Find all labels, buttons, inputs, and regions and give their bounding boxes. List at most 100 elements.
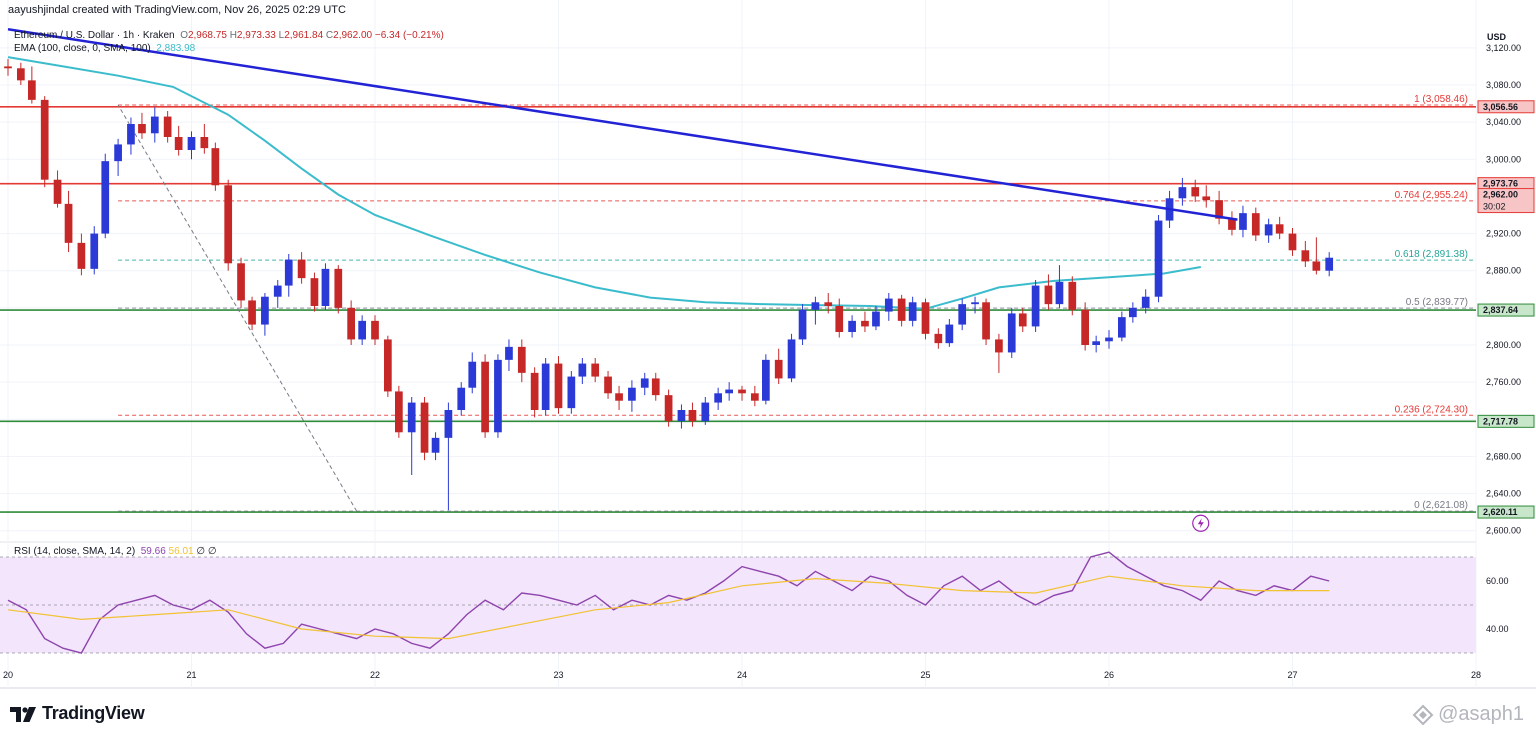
candle xyxy=(1018,307,1027,332)
candle xyxy=(762,354,770,405)
candle xyxy=(40,96,49,188)
day-tick-label: 24 xyxy=(737,670,747,680)
price-axis[interactable]: USD2,600.002,640.002,680.002,720.002,760… xyxy=(1477,32,1535,536)
candle xyxy=(284,254,293,297)
candle-body xyxy=(4,66,12,69)
candle-body xyxy=(701,402,710,422)
candle-body xyxy=(628,387,636,401)
candle xyxy=(1117,311,1126,342)
candle xyxy=(1288,228,1297,256)
price-badge xyxy=(1477,303,1535,317)
candle-body xyxy=(1141,296,1150,308)
grid-lines xyxy=(0,0,1536,689)
rsi-tick-label: 40.00 xyxy=(1486,624,1509,634)
candle-body xyxy=(1275,224,1284,234)
candle xyxy=(688,402,697,427)
ema-series-line xyxy=(7,56,1201,310)
candle-body xyxy=(1251,213,1260,236)
candle-body xyxy=(16,68,25,81)
symbol-name[interactable]: Ethereum / U.S. Dollar · 1h · Kraken xyxy=(14,30,175,41)
candle-body xyxy=(664,395,673,422)
candle-body xyxy=(1239,213,1247,230)
candle-body xyxy=(1301,250,1310,262)
candle xyxy=(297,252,306,284)
candle-body xyxy=(848,320,856,332)
symbol-legend[interactable]: Ethereum / U.S. Dollar · 1h · Kraken O2,… xyxy=(14,30,444,41)
candle-body xyxy=(468,361,477,388)
candle-body xyxy=(1215,200,1223,219)
candle xyxy=(334,265,343,314)
candle xyxy=(945,319,954,347)
candle xyxy=(591,358,600,383)
alert-bolt-ring xyxy=(1192,514,1210,532)
price-tick-label: 3,120.00 xyxy=(1486,43,1521,53)
rsi-line xyxy=(7,551,1330,654)
candle xyxy=(1251,207,1260,241)
candle-body xyxy=(945,324,954,344)
candle-body xyxy=(738,389,746,394)
candle-body xyxy=(358,320,367,340)
candle-body xyxy=(28,80,36,100)
rsi-label[interactable]: RSI (14, close, SMA, 14, 2) xyxy=(14,546,136,557)
candle-body xyxy=(1117,317,1126,338)
time-axis[interactable]: 20 21 22 23 24 25 26 27 28 xyxy=(3,670,1481,680)
candle-body xyxy=(407,402,416,433)
candle-body xyxy=(688,410,697,422)
candle xyxy=(1081,302,1089,351)
ema-label[interactable]: EMA (100, close, 0, SMA, 100) xyxy=(14,43,151,54)
candle-body xyxy=(237,263,245,301)
candle-body xyxy=(835,306,844,332)
day-tick-label: 20 xyxy=(3,670,13,680)
candle xyxy=(1154,215,1163,303)
day-tick-label: 27 xyxy=(1287,670,1297,680)
candle xyxy=(517,339,526,383)
candle xyxy=(273,280,282,308)
watermark-text: @asaph1 xyxy=(1438,703,1524,725)
candle-body xyxy=(1105,337,1113,342)
candle-body xyxy=(211,148,220,186)
price-tick-label: 3,000.00 xyxy=(1486,154,1521,164)
candle-body xyxy=(541,363,550,410)
candle-body xyxy=(714,393,722,403)
price-badge-label: 2,837.64 xyxy=(1483,305,1518,315)
candle xyxy=(1141,289,1150,314)
candle xyxy=(1191,179,1200,202)
candle-body xyxy=(1031,285,1040,327)
candle-body xyxy=(921,302,930,334)
horizontal-levels xyxy=(0,105,1476,513)
candle-body xyxy=(958,304,967,325)
candle xyxy=(971,296,979,314)
candle xyxy=(1129,302,1137,323)
candlesticks xyxy=(4,59,1334,511)
candle xyxy=(127,117,135,155)
day-tick-label: 26 xyxy=(1104,670,1114,680)
price-tick-label: 2,760.00 xyxy=(1486,377,1521,387)
candle xyxy=(420,397,429,461)
candle-body xyxy=(798,309,807,340)
candle xyxy=(908,296,917,327)
candle-body xyxy=(824,302,833,306)
candle xyxy=(1068,276,1077,316)
rsi-legend[interactable]: RSI (14, close, SMA, 14, 2) 59.66 56.01 … xyxy=(14,546,217,557)
candle xyxy=(101,153,110,239)
candle-body xyxy=(908,302,917,321)
candle xyxy=(530,367,539,418)
candle xyxy=(578,358,587,384)
candle xyxy=(407,397,416,475)
candle-body xyxy=(284,259,293,286)
candle xyxy=(457,382,466,416)
tradingview-brand[interactable]: TradingView xyxy=(10,703,145,724)
candle-body xyxy=(1018,313,1027,327)
candle-body xyxy=(578,363,587,377)
watermark: @asaph1 xyxy=(1412,703,1524,726)
price-badge xyxy=(1477,414,1535,428)
candle-body xyxy=(174,137,183,150)
ema-legend[interactable]: EMA (100, close, 0, SMA, 100) 2,883.98 xyxy=(14,43,195,55)
candle-body xyxy=(677,410,686,422)
candle-body xyxy=(127,124,135,145)
candle xyxy=(90,226,99,275)
candle xyxy=(174,125,183,156)
candle-body xyxy=(505,346,513,360)
candle xyxy=(567,371,576,414)
